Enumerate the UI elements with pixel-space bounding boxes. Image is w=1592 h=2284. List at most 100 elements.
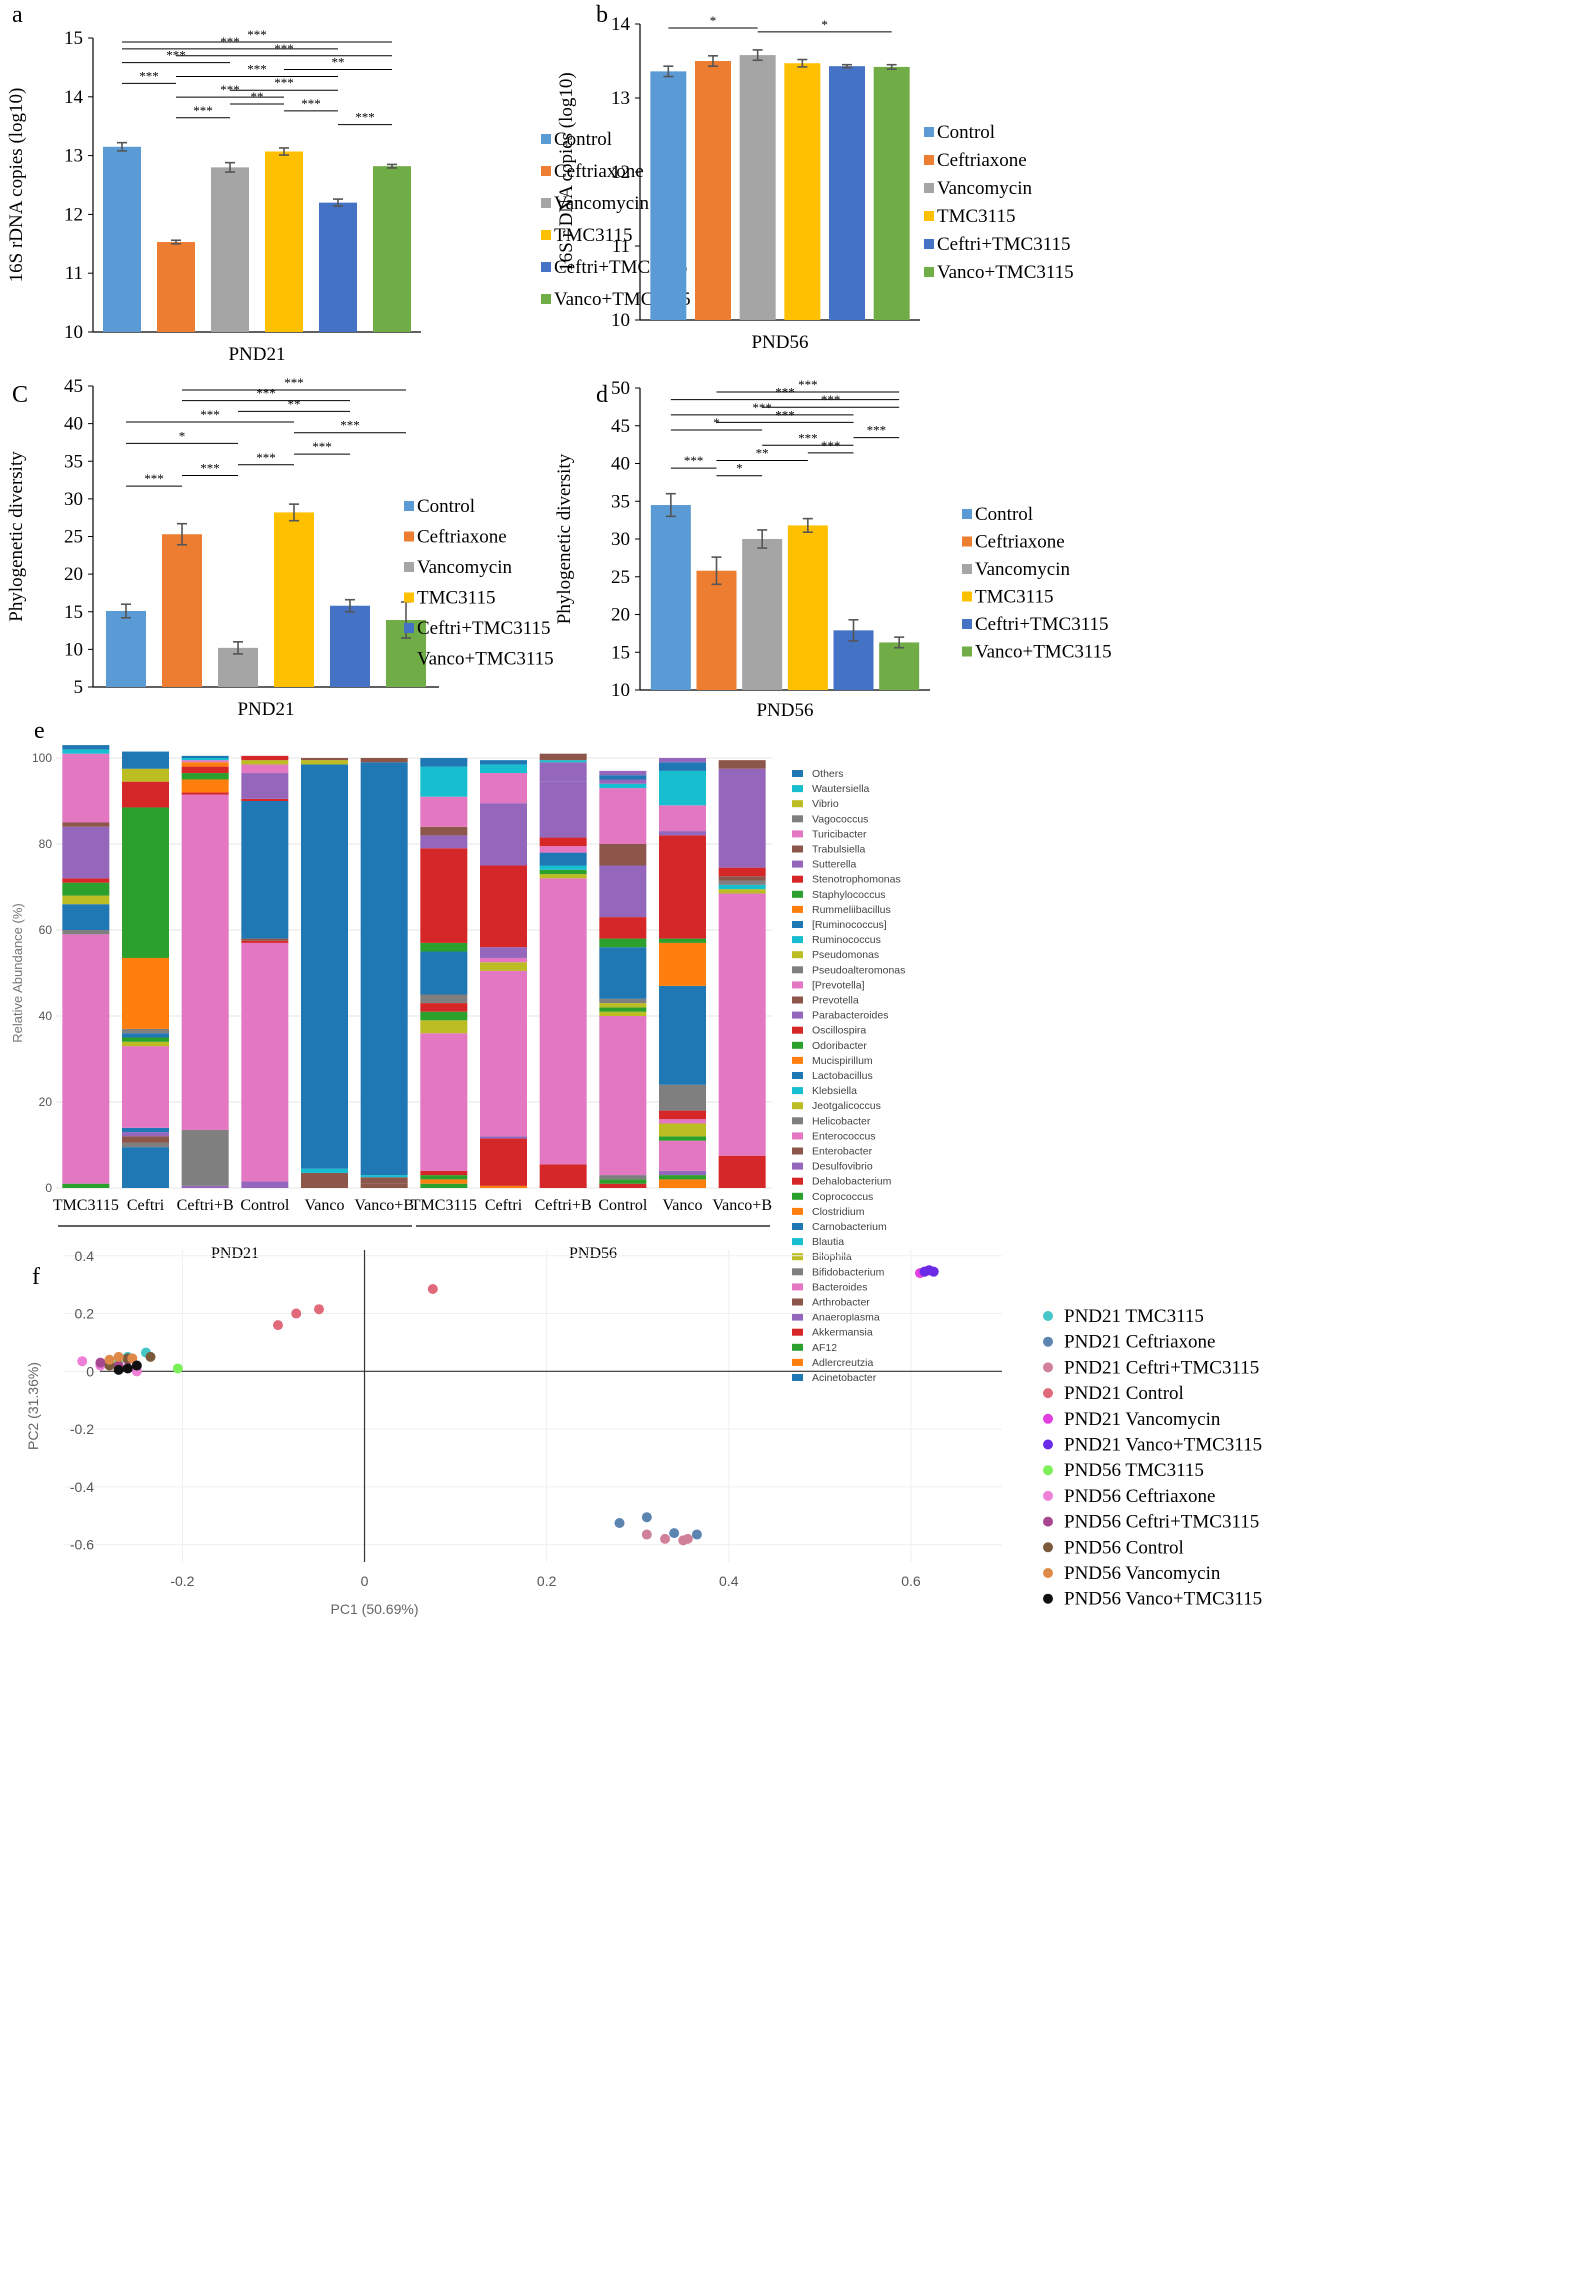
bar-segment [539, 781, 587, 838]
legend-swatch [541, 198, 551, 208]
legend-label: PND21 Vanco+TMC3115 [1064, 1435, 1262, 1456]
y-tick-label: 20 [64, 564, 83, 585]
legend-swatch [792, 800, 803, 808]
bar-segment [480, 865, 527, 948]
significance-label: ** [332, 55, 345, 70]
bar-segment [599, 998, 647, 1004]
legend-label: Klebsiella [812, 1085, 857, 1097]
legend-swatch [792, 1132, 803, 1140]
legend-label: Carnobacterium [812, 1221, 887, 1233]
bar-segment [420, 1020, 468, 1034]
bar-segment [122, 781, 169, 808]
legend-swatch [792, 1087, 803, 1095]
significance-label: *** [867, 423, 887, 438]
legend-label: Arthrobacter [812, 1297, 870, 1309]
y-tick-label: 30 [64, 489, 83, 510]
scatter-point [313, 1304, 324, 1315]
significance-label: *** [200, 460, 220, 475]
panel-letter: d [596, 382, 608, 408]
legend-swatch [792, 1162, 803, 1170]
scatter-point [104, 1354, 115, 1365]
significance-label: *** [220, 34, 240, 49]
legend-swatch [792, 951, 803, 959]
y-tick-label: 15 [64, 602, 83, 623]
bar-segment [181, 758, 229, 761]
bar-segment [420, 1033, 468, 1171]
legend-label: PND21 Vancomycin [1064, 1409, 1221, 1430]
significance-label: *** [166, 48, 186, 63]
y-tick-label: 5 [74, 677, 84, 698]
bar-segment [718, 867, 766, 877]
significance-label: *** [684, 453, 704, 468]
x-tick-label: Vanco+B [712, 1197, 772, 1214]
significance-label: *** [144, 471, 164, 486]
bar-tmc3115 [265, 151, 303, 332]
bar-segment [241, 942, 289, 1182]
significance-label: * [710, 13, 717, 28]
legend-swatch [924, 211, 934, 221]
y-tick-label: 10 [64, 639, 83, 660]
bar-segment [480, 957, 527, 963]
bar-segment [301, 1168, 348, 1173]
y-tick-label: 14 [64, 87, 84, 108]
legend-swatch [792, 966, 803, 974]
group-label: PND56 [569, 1245, 617, 1262]
bar-segment [659, 1170, 706, 1176]
bar-segment [122, 1136, 169, 1143]
bar-ceftri-tmc3115 [829, 66, 865, 321]
legend-label: Helicobacter [812, 1115, 871, 1127]
legend-label: Vibrio [812, 798, 839, 810]
y-tick-label: 12 [611, 162, 630, 183]
legend-marker [1043, 1336, 1053, 1347]
bar-segment [718, 876, 766, 881]
legend-swatch [792, 1253, 803, 1261]
scatter-point [127, 1353, 138, 1364]
legend-swatch [541, 166, 551, 176]
legend-marker [1043, 1439, 1053, 1450]
legend-label: PND56 Ceftri+TMC3115 [1064, 1512, 1259, 1533]
significance-label: *** [798, 430, 818, 445]
legend-label: Vancomycin [417, 557, 512, 578]
bar-segment [599, 844, 647, 866]
significance-label: * [713, 415, 720, 430]
bar-segment [599, 1175, 647, 1180]
y-tick-label: 0 [45, 1181, 52, 1195]
stacked-bar [181, 755, 229, 1188]
bar-segment [122, 1147, 169, 1188]
bar-segment [181, 1185, 229, 1188]
bar-segment [659, 942, 706, 986]
significance-label: *** [193, 103, 213, 118]
legend-label: TMC3115 [417, 588, 495, 609]
bar-segment [420, 1175, 468, 1180]
bar-segment [122, 1127, 169, 1133]
legend-label: Control [975, 504, 1033, 525]
bar-ceftriaxone [695, 61, 731, 320]
x-axis-label: PC1 (50.69%) [331, 1601, 419, 1617]
legend-marker [1043, 1490, 1053, 1501]
legend-swatch [792, 1177, 803, 1185]
significance-label: * [821, 17, 828, 32]
y-tick-label: 0.4 [75, 1248, 95, 1264]
legend-marker [1043, 1311, 1053, 1321]
bar-vancomycin [742, 539, 783, 690]
legend-label: Anaeroplasma [812, 1312, 880, 1324]
scatter-series [113, 1360, 142, 1375]
legend-swatch [404, 562, 414, 572]
bar-segment [122, 1041, 169, 1047]
bar-tmc3115 [784, 63, 821, 320]
scatter-point [113, 1351, 124, 1362]
significance-label: *** [247, 61, 267, 76]
significance-label: *** [256, 450, 276, 465]
legend-swatch [924, 183, 934, 193]
y-tick-label: 13 [611, 88, 630, 109]
bar-segment [62, 749, 110, 754]
legend-swatch [962, 619, 972, 629]
significance-label: *** [312, 439, 332, 454]
bar-segment [599, 779, 647, 784]
legend-swatch [792, 1147, 803, 1155]
bar-tmc3115 [274, 512, 314, 687]
legend-swatch [962, 509, 972, 519]
legend-label: Enterobacter [812, 1146, 873, 1158]
